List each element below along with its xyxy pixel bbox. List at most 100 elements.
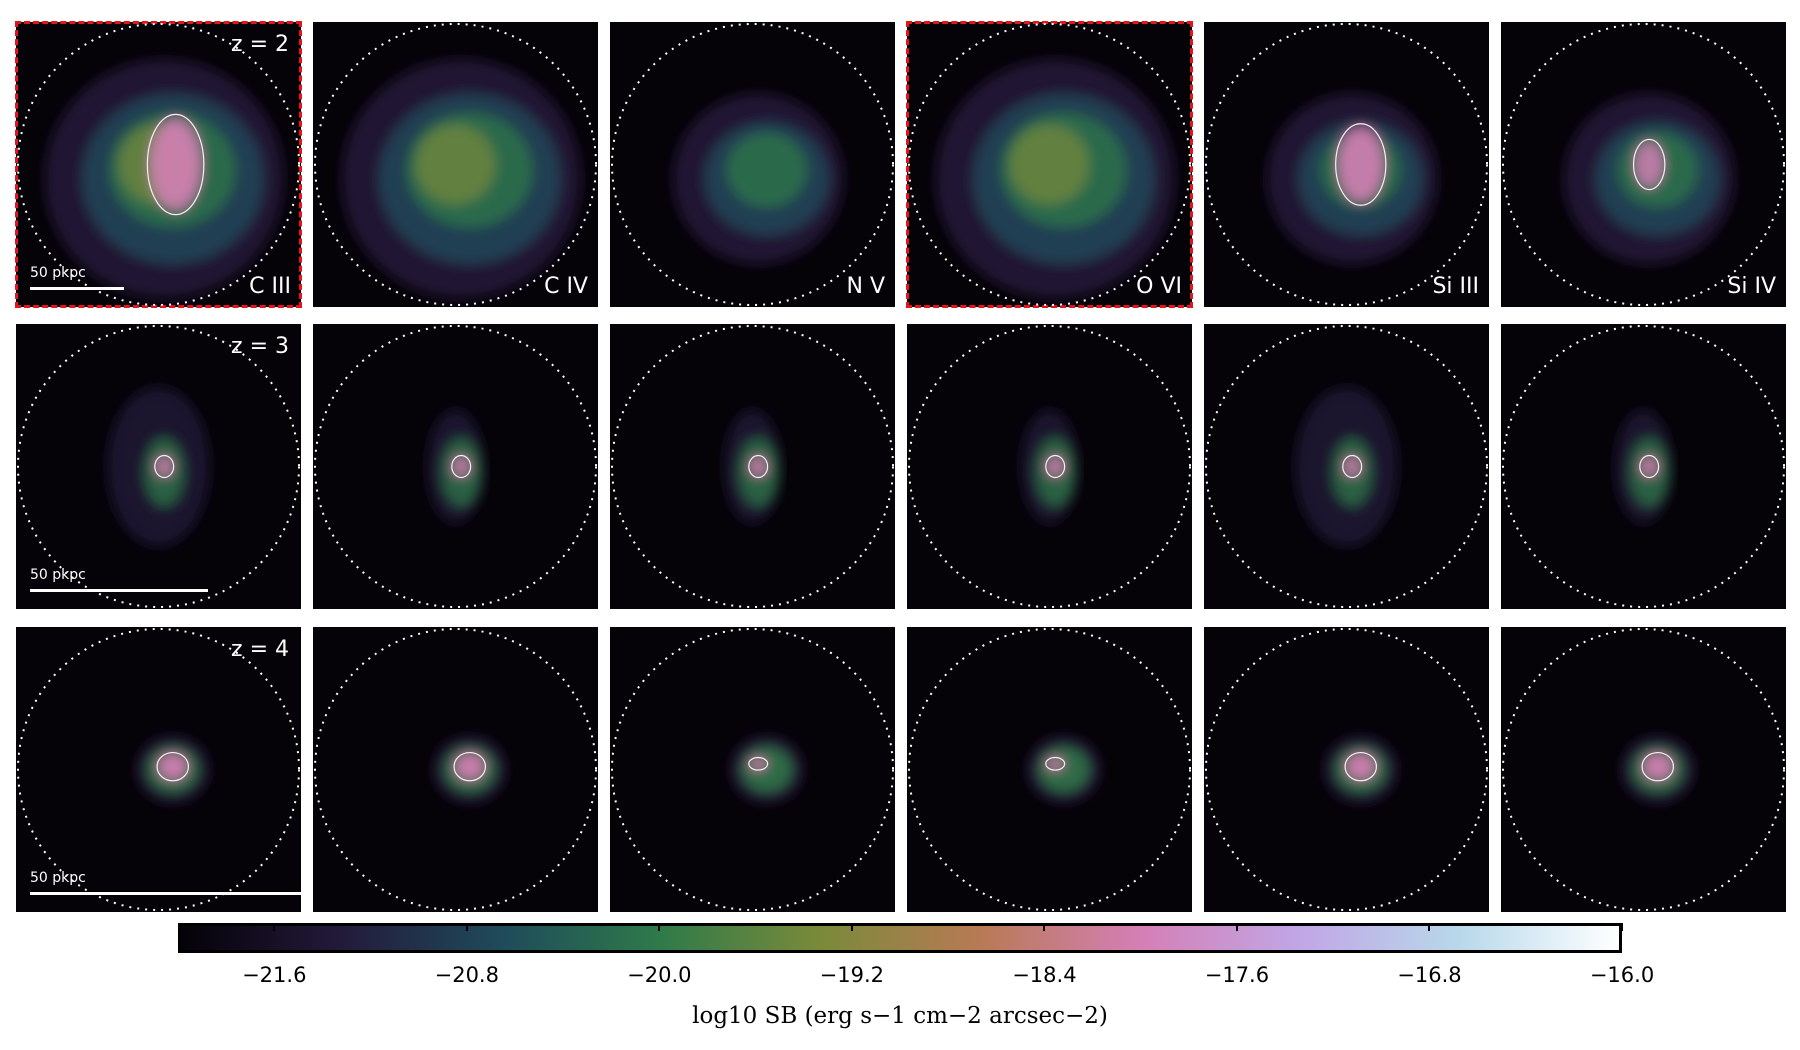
- redshift-label: z = 3: [231, 334, 289, 359]
- map-panel-si-iv-z2: Si IV: [1501, 22, 1786, 307]
- contour: [748, 454, 769, 479]
- emission-map: [1502, 628, 1785, 911]
- contour: [1632, 138, 1666, 191]
- emission-blob: [1046, 758, 1064, 770]
- emission-blob: [1009, 124, 1090, 205]
- colorbar-tick-label: −19.2: [819, 963, 885, 987]
- emission-blob: [155, 456, 173, 477]
- virial-circle: [1205, 325, 1488, 608]
- virial-circle: [1205, 23, 1488, 306]
- redshift-label: z = 4: [231, 637, 289, 662]
- colorbar-tick-label: −20.8: [434, 963, 499, 987]
- emission-blob: [749, 758, 767, 770]
- map-panel-c-iii-z3: z = 3 50 pkpc: [16, 324, 301, 609]
- virial-circle: [17, 628, 300, 911]
- emission-map: [17, 23, 300, 306]
- virial-circle: [1502, 325, 1785, 608]
- colorbar-tick-mark: [1235, 923, 1238, 931]
- colorbar-tick-label: −17.6: [1204, 963, 1270, 987]
- emission-map: [314, 325, 597, 608]
- colorbar-tick-label: −16.8: [1397, 963, 1462, 987]
- contour: [1344, 751, 1378, 782]
- virial-circle: [611, 628, 894, 911]
- scale-bar: [30, 589, 208, 592]
- emission-blob: [1634, 141, 1664, 188]
- emission-map: [908, 325, 1191, 608]
- map-panel-n-v-z4: [610, 627, 895, 912]
- ion-label: C IV: [544, 274, 588, 299]
- virial-circle: [1205, 628, 1488, 911]
- colorbar-tick-mark: [850, 923, 853, 931]
- colorbar-tick-mark: [273, 923, 276, 931]
- map-panel-si-iv-z4: [1501, 627, 1786, 912]
- contour: [1045, 756, 1066, 771]
- map-panel-o-vi-z3: [907, 324, 1192, 609]
- colorbar-ticks: −21.6 −20.8 −20.0 −19.2 −18.4 −17.6 −16.8 −16.0: [178, 923, 1654, 993]
- colorbar-tick-label: −21.6: [242, 963, 307, 987]
- emission-map: [1205, 23, 1488, 306]
- contour: [156, 751, 190, 782]
- contour: [1335, 123, 1387, 206]
- colorbar-tick-mark: [465, 923, 468, 931]
- virial-circle: [17, 23, 300, 306]
- contour: [451, 454, 472, 479]
- map-panel-c-iv-z2: C IV: [313, 22, 598, 307]
- ion-label: Si IV: [1727, 274, 1776, 299]
- ion-label: C III: [249, 274, 291, 299]
- map-panel-si-iii-z3: [1204, 324, 1489, 609]
- scale-bar: [30, 287, 124, 290]
- scale-bar-label: 50 pkpc: [30, 567, 86, 583]
- map-panel-n-v-z2: N V: [610, 22, 895, 307]
- contour: [1641, 751, 1675, 782]
- emission-map: [611, 23, 894, 306]
- contour: [146, 113, 205, 216]
- emission-map: [611, 325, 894, 608]
- emission-blob: [452, 456, 470, 477]
- scale-bar: [30, 892, 301, 895]
- emission-blob: [1346, 753, 1375, 780]
- ion-label: N V: [846, 274, 886, 299]
- emission-blob: [726, 133, 807, 208]
- emission-map: [1205, 325, 1488, 608]
- colorbar: [178, 923, 1622, 953]
- emission-blob: [149, 118, 202, 211]
- emission-map: [611, 628, 894, 911]
- map-panel-si-iii-z2: Si III: [1204, 22, 1489, 307]
- scale-bar-label: 50 pkpc: [30, 265, 86, 281]
- virial-circle: [17, 325, 300, 608]
- colorbar-tick-mark: [1043, 923, 1046, 931]
- emission-map: [314, 628, 597, 911]
- contour: [748, 756, 769, 771]
- contour: [154, 454, 175, 479]
- emission-blob: [455, 753, 484, 780]
- emission-blob: [741, 746, 793, 793]
- emission-blob: [1038, 746, 1090, 793]
- virial-circle: [314, 325, 597, 608]
- colorbar-tick-mark: [1621, 923, 1623, 931]
- map-panel-si-iv-z3: [1501, 324, 1786, 609]
- virial-circle: [908, 628, 1191, 911]
- emission-blob: [1343, 456, 1361, 477]
- map-panel-c-iv-z4: [313, 627, 598, 912]
- emission-map: [314, 23, 597, 306]
- emission-blob: [1046, 456, 1064, 477]
- map-panel-si-iii-z4: [1204, 627, 1489, 912]
- emission-map: [17, 325, 300, 608]
- contour: [1342, 454, 1363, 479]
- map-panel-c-iii-z2: C III z = 2 50 pkpc: [15, 21, 302, 308]
- scale-bar-label: 50 pkpc: [30, 870, 86, 886]
- virial-circle: [611, 23, 894, 306]
- map-panel-c-iv-z3: [313, 324, 598, 609]
- emission-blob: [1643, 753, 1672, 780]
- contour: [1639, 454, 1660, 479]
- emission-map: [908, 23, 1191, 306]
- virial-circle: [908, 325, 1191, 608]
- colorbar-tick-mark: [658, 923, 661, 931]
- ion-label: Si III: [1432, 274, 1479, 299]
- colorbar-tick-mark: [1428, 923, 1431, 931]
- emission-blob: [1337, 127, 1384, 202]
- virial-circle: [1502, 23, 1785, 306]
- emission-blob: [1640, 456, 1658, 477]
- colorbar-tick-label: −20.0: [627, 963, 692, 987]
- emission-blob: [415, 124, 496, 205]
